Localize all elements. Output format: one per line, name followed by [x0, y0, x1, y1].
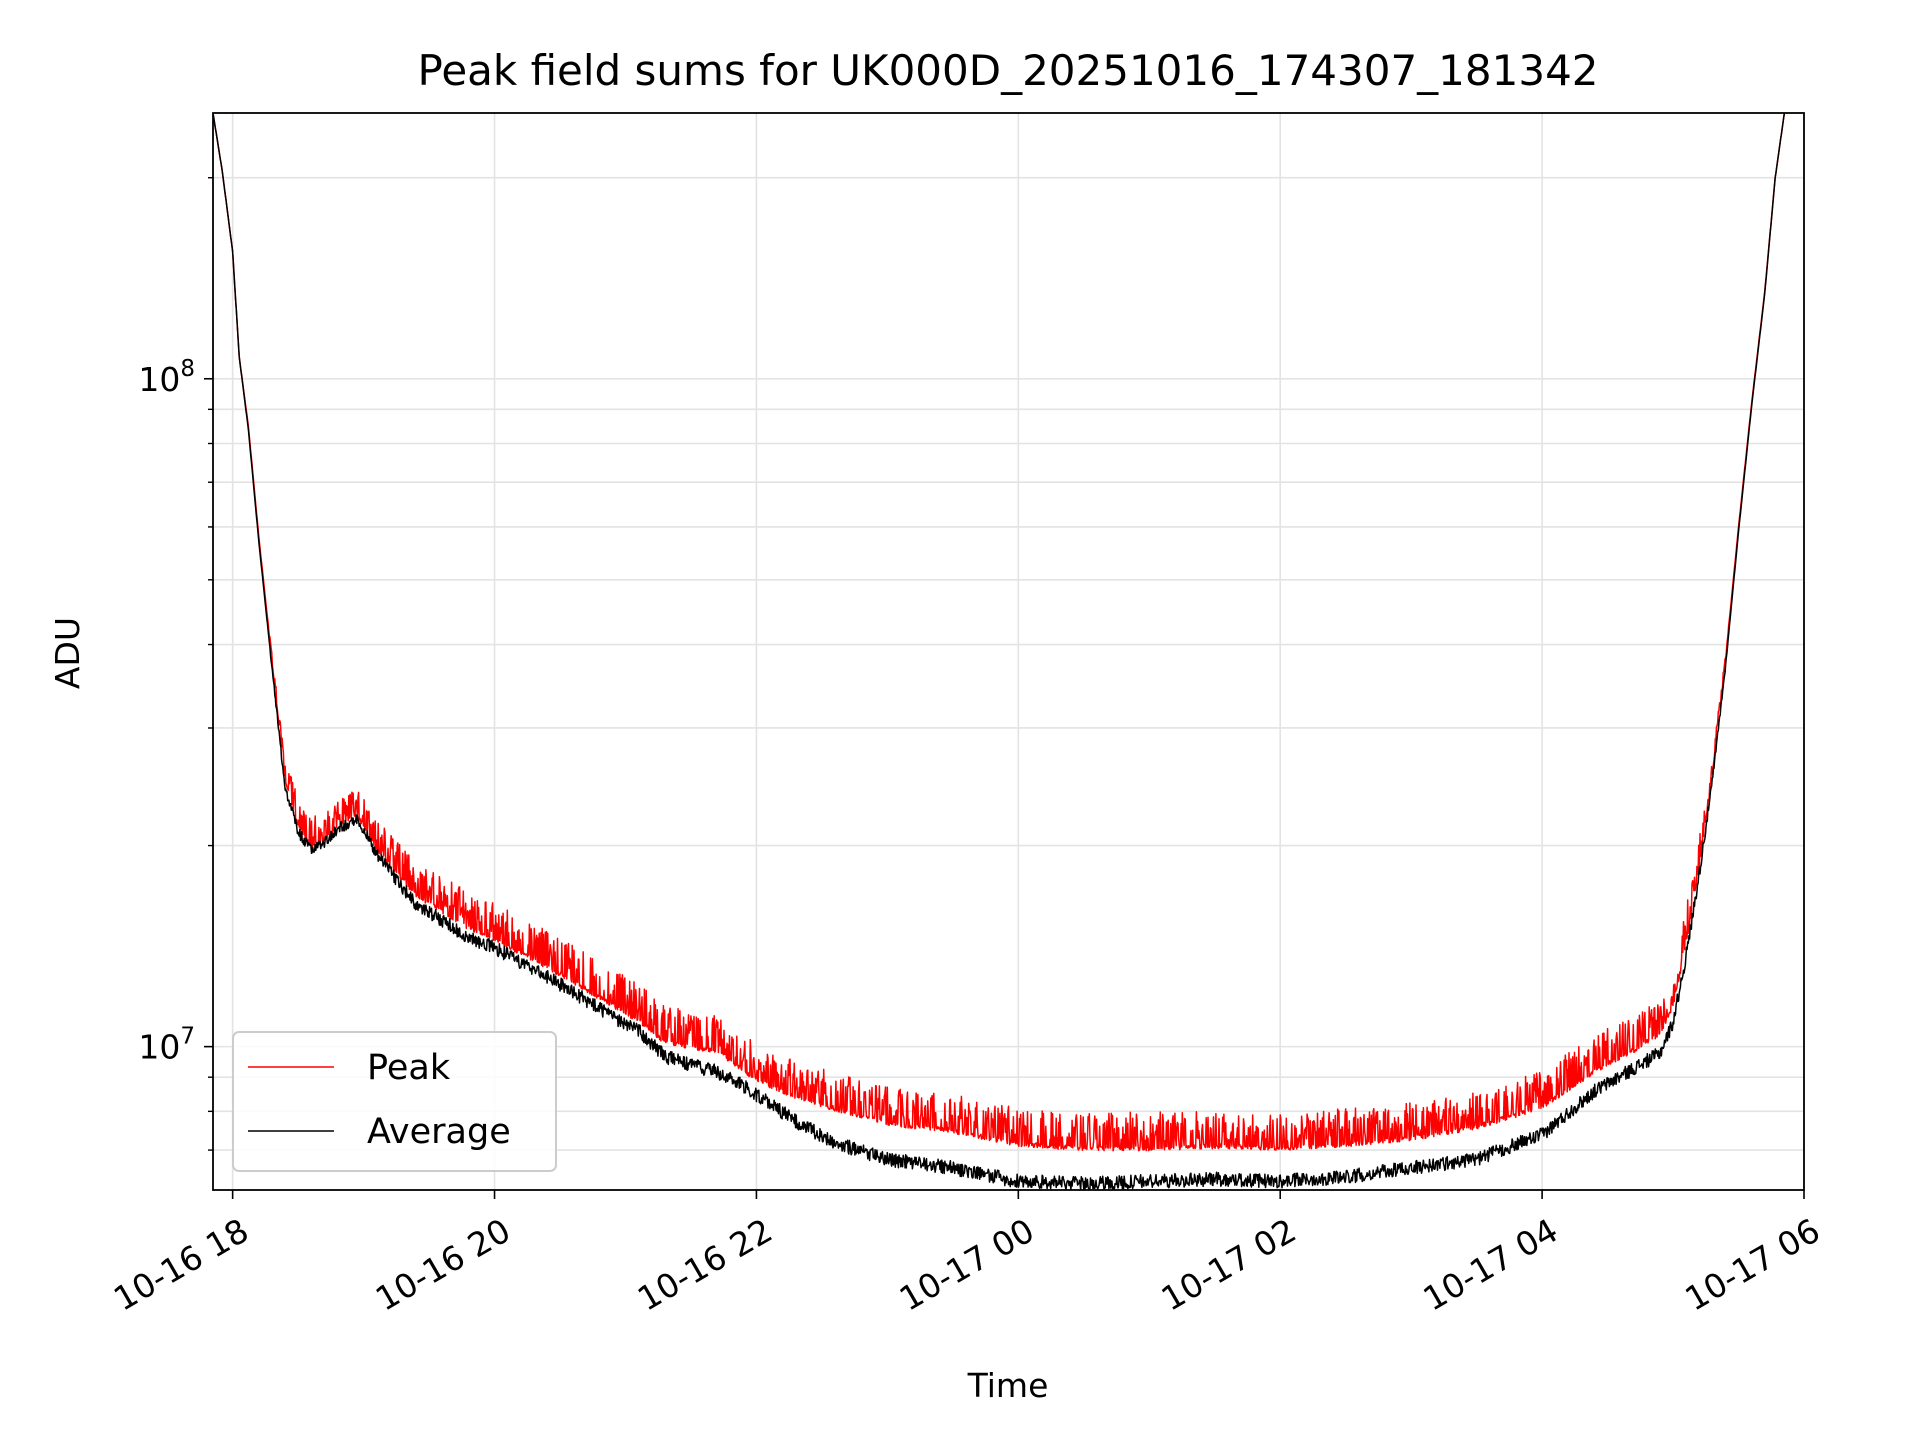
series-line-average [213, 113, 1786, 1190]
series-line-peak [213, 113, 1786, 1152]
legend: Peak Average [232, 1031, 557, 1172]
series-layer [213, 113, 1786, 1190]
legend-label-peak: Peak [367, 1048, 451, 1088]
legend-label-average: Average [367, 1112, 511, 1152]
y-axis: 107 108 [138, 177, 213, 1151]
y-tick-label: 108 [138, 356, 195, 399]
plot-frame [212, 112, 1805, 1191]
chart-title: Peak field sums for UK000D_20251016_1743… [417, 46, 1598, 95]
y-axis-label: ADU [48, 617, 87, 689]
y-tick-label: 107 [138, 1024, 195, 1067]
x-axis-label: Time [967, 1366, 1049, 1405]
